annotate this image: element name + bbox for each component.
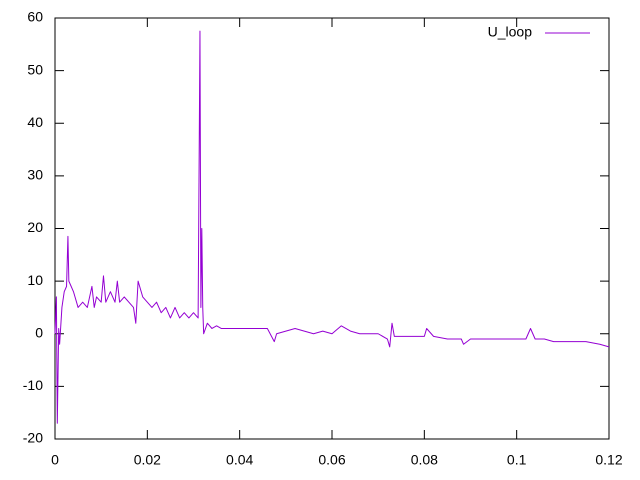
y-tick-label: -20 <box>23 430 43 446</box>
y-tick-label: 60 <box>27 9 43 25</box>
y-tick-label: 50 <box>27 61 43 77</box>
x-tick-label: 0 <box>51 452 59 468</box>
y-tick-label: 10 <box>27 272 43 288</box>
x-tick-label: 0.06 <box>318 452 345 468</box>
y-tick-label: 30 <box>27 167 43 183</box>
x-tick-label: 0.02 <box>134 452 161 468</box>
y-tick-label: 40 <box>27 114 43 130</box>
x-tick-label: 0.04 <box>226 452 253 468</box>
x-tick-label: 0.08 <box>411 452 438 468</box>
x-tick-label: 0.12 <box>595 452 622 468</box>
data-line <box>54 30 610 424</box>
y-tick-label: 0 <box>35 324 43 340</box>
x-tick-label: 0.1 <box>507 452 527 468</box>
y-tick-label: -10 <box>23 377 43 393</box>
plot-border <box>54 17 610 440</box>
y-tick-label: 20 <box>27 219 43 235</box>
legend-label: U_loop <box>488 24 533 40</box>
